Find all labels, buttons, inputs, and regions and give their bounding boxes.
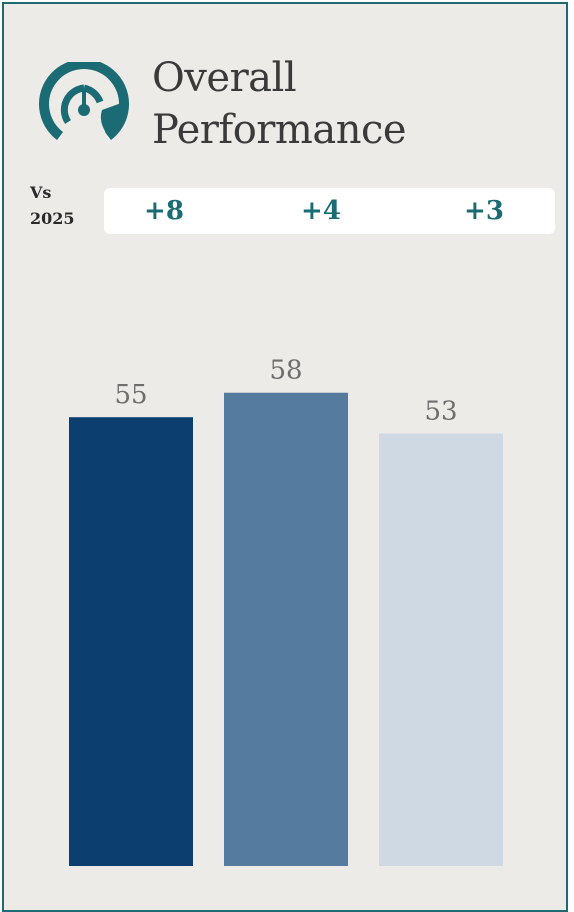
bar-1 [69, 417, 193, 866]
bar-value-label-3: 53 [424, 397, 457, 427]
bar-value-label-1: 55 [114, 380, 147, 410]
comparison-label-line-1: Vs [30, 183, 52, 202]
delta-value-3: +3 [464, 196, 504, 226]
delta-strip: +8 +4 +3 [104, 188, 555, 234]
delta-value-1: +8 [144, 196, 184, 226]
speedometer-icon [39, 62, 129, 140]
title-line-1: Overall [152, 55, 297, 101]
comparison-label-line-2: 2025 [30, 209, 75, 228]
bar-2 [224, 392, 348, 866]
delta-value-2: +4 [301, 196, 341, 226]
comparison-label: Vs 2025 [30, 180, 75, 232]
bar-3 [379, 433, 503, 866]
page-title: Overall Performance [152, 52, 407, 156]
title-line-2: Performance [152, 107, 407, 153]
bar-value-label-2: 58 [269, 356, 302, 386]
